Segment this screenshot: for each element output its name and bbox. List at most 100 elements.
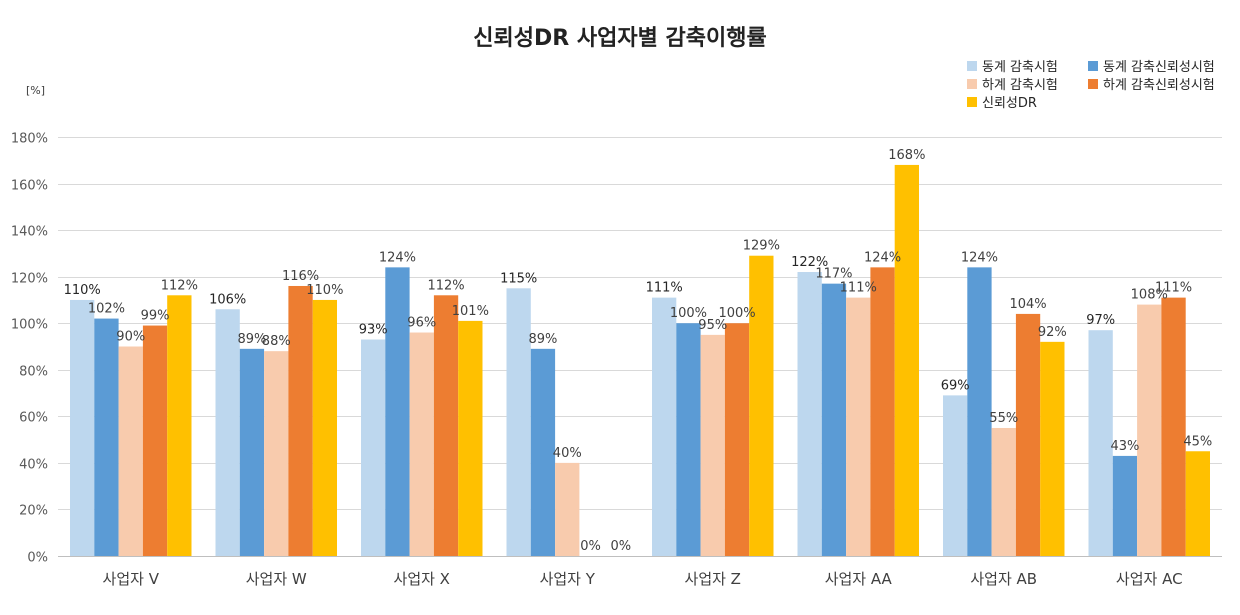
x-category-label: 사업자 AC bbox=[1116, 570, 1183, 588]
y-axis-unit: [%] bbox=[26, 84, 45, 97]
data-label: 111% bbox=[646, 281, 683, 296]
x-category-label: 사업자 AA bbox=[825, 570, 893, 588]
data-label: 111% bbox=[1155, 281, 1192, 296]
bar bbox=[288, 285, 313, 556]
bar bbox=[409, 332, 434, 556]
x-category-label: 사업자 Y bbox=[540, 570, 596, 588]
legend-swatch bbox=[967, 97, 977, 107]
data-label: 89% bbox=[237, 332, 266, 347]
bar bbox=[1088, 330, 1113, 556]
y-axis-ticks: 0% 20% 40% 60% 80% 100% 120% 140% 160% 180% bbox=[11, 132, 48, 566]
bar bbox=[1137, 304, 1162, 556]
bar bbox=[991, 427, 1016, 556]
data-label: 104% bbox=[1009, 297, 1046, 312]
bar bbox=[458, 320, 483, 556]
bar bbox=[167, 295, 192, 556]
data-label: 112% bbox=[161, 278, 198, 293]
bar bbox=[870, 267, 895, 556]
legend-swatch bbox=[967, 79, 977, 89]
data-label: 168% bbox=[888, 148, 925, 163]
data-label: 88% bbox=[262, 334, 291, 349]
bar bbox=[894, 164, 919, 556]
legend-label: 하계 감축시험 bbox=[982, 78, 1058, 93]
data-label: 69% bbox=[941, 378, 970, 393]
y-tick-label: 140% bbox=[11, 225, 48, 240]
data-label: 106% bbox=[209, 292, 246, 307]
bar bbox=[239, 348, 265, 556]
data-label: 110% bbox=[306, 283, 343, 298]
bar bbox=[749, 255, 774, 556]
legend-swatch bbox=[1088, 79, 1098, 89]
data-labels: 110%102%90%99%112%106%89%88%116%110%93%1… bbox=[64, 148, 1213, 554]
legend-label: 동계 감축신뢰성시험 bbox=[1103, 60, 1215, 75]
bar bbox=[264, 351, 289, 556]
data-label: 40% bbox=[553, 446, 582, 461]
legend-label: 하계 감축신뢰성시험 bbox=[1103, 78, 1215, 93]
bar bbox=[142, 325, 168, 556]
bar bbox=[555, 462, 580, 556]
bar bbox=[967, 267, 992, 556]
data-label: 99% bbox=[141, 309, 170, 324]
data-label: 124% bbox=[379, 250, 416, 265]
data-label: 116% bbox=[282, 269, 319, 284]
bars bbox=[70, 164, 1210, 556]
bar bbox=[943, 395, 968, 556]
bar bbox=[385, 267, 410, 556]
bar bbox=[1185, 451, 1210, 556]
data-label: 43% bbox=[1110, 439, 1139, 454]
data-label: 110% bbox=[64, 283, 101, 298]
bar bbox=[361, 339, 386, 556]
legend-label: 신뢰성DR bbox=[982, 96, 1037, 111]
data-label: 100% bbox=[718, 306, 755, 321]
y-tick-label: 120% bbox=[11, 272, 48, 287]
x-category-label: 사업자 V bbox=[103, 570, 160, 588]
bar bbox=[797, 272, 822, 556]
bar bbox=[94, 318, 119, 556]
x-axis-categories: 사업자 V 사업자 W 사업자 X 사업자 Y 사업자 Z 사업자 AA 사업자 AB 사업자… bbox=[103, 570, 1183, 588]
data-label: 101% bbox=[452, 304, 489, 319]
bar bbox=[312, 299, 337, 556]
data-label: 102% bbox=[88, 302, 125, 317]
x-category-label: 사업자 AB bbox=[970, 570, 1037, 588]
data-label: 112% bbox=[427, 278, 464, 293]
y-tick-label: 180% bbox=[11, 132, 48, 147]
data-label: 90% bbox=[116, 330, 145, 345]
data-label: 89% bbox=[528, 332, 557, 347]
legend-swatch bbox=[1088, 61, 1098, 71]
legend-label: 동계 감축시험 bbox=[982, 60, 1058, 75]
bar bbox=[118, 346, 143, 556]
data-label: 93% bbox=[359, 323, 388, 338]
y-tick-label: 60% bbox=[19, 411, 48, 426]
data-label: 96% bbox=[407, 316, 436, 331]
data-label: 124% bbox=[961, 250, 998, 265]
data-label: 92% bbox=[1038, 325, 1067, 340]
chart-title: 신뢰성DR 사업자별 감축이행률 bbox=[473, 26, 766, 51]
data-label: 124% bbox=[864, 250, 901, 265]
bar bbox=[724, 323, 750, 556]
bar bbox=[676, 323, 701, 556]
bar bbox=[652, 297, 677, 556]
bar bbox=[1040, 341, 1065, 556]
bar bbox=[821, 283, 847, 556]
bar bbox=[433, 295, 459, 556]
bar bbox=[1015, 313, 1041, 556]
data-label: 45% bbox=[1183, 434, 1212, 449]
y-tick-label: 20% bbox=[19, 504, 48, 519]
data-label: 122% bbox=[791, 255, 828, 270]
data-label: 95% bbox=[698, 318, 727, 333]
data-label: 108% bbox=[1131, 288, 1168, 303]
data-label: 0% bbox=[580, 539, 601, 554]
bar bbox=[700, 334, 725, 556]
data-label: 100% bbox=[670, 306, 707, 321]
x-category-label: 사업자 Z bbox=[685, 570, 741, 588]
data-label: 129% bbox=[743, 239, 780, 254]
bar bbox=[1161, 297, 1186, 556]
data-label: 55% bbox=[989, 411, 1018, 426]
y-tick-label: 0% bbox=[27, 551, 48, 566]
data-label: 111% bbox=[840, 281, 877, 296]
y-tick-label: 40% bbox=[19, 458, 48, 473]
data-label: 97% bbox=[1086, 313, 1115, 328]
bar bbox=[846, 297, 871, 556]
y-tick-label: 100% bbox=[11, 318, 48, 333]
